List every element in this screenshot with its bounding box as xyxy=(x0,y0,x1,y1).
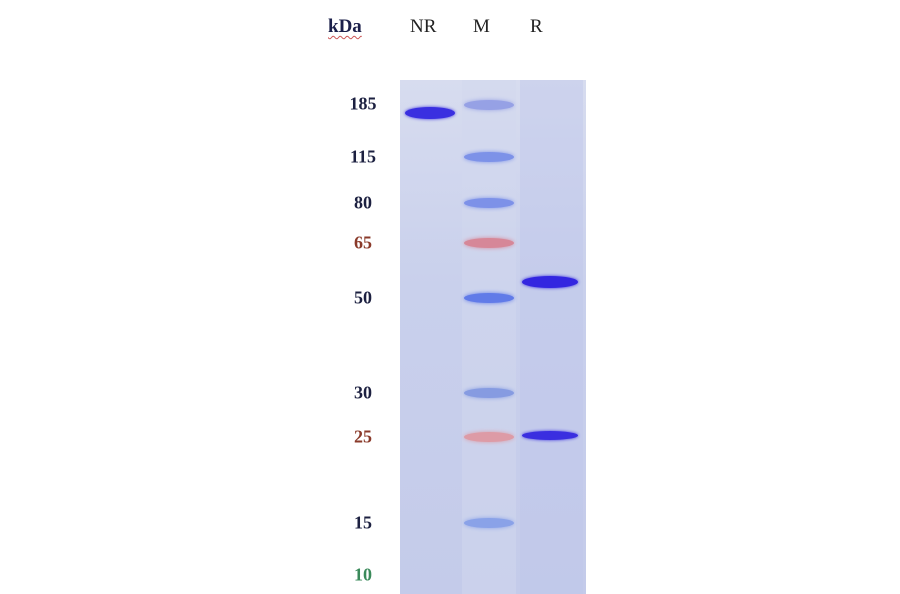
mw-label-115: 115 xyxy=(349,146,376,167)
marker-band-15 xyxy=(464,518,514,528)
sample-band-r-25 xyxy=(522,431,578,440)
marker-band-115 xyxy=(464,152,514,162)
sample-band-r-54 xyxy=(522,275,578,288)
marker-band-185 xyxy=(464,100,514,110)
mw-label-25: 25 xyxy=(354,426,372,447)
mw-label-50: 50 xyxy=(354,287,372,308)
mw-label-10: 10 xyxy=(354,564,372,585)
mw-label-65: 65 xyxy=(354,232,372,253)
lane-r xyxy=(520,80,583,594)
marker-band-65 xyxy=(464,238,514,248)
marker-band-25 xyxy=(464,432,514,442)
marker-band-30 xyxy=(464,388,514,398)
lane-marker xyxy=(462,80,516,594)
mw-label-30: 30 xyxy=(354,382,372,403)
mw-label-80: 80 xyxy=(354,192,372,213)
gel-image xyxy=(400,80,586,594)
marker-band-50 xyxy=(464,293,514,303)
sample-band-nr-170 xyxy=(405,107,455,120)
lane-label-nr: NR xyxy=(410,16,437,37)
lane-nr xyxy=(403,80,457,594)
marker-band-80 xyxy=(464,198,514,208)
lane-label-r: R xyxy=(530,16,543,37)
unit-label: kDa xyxy=(328,16,362,37)
mw-label-15: 15 xyxy=(354,512,372,533)
lane-label-m: M xyxy=(473,16,490,37)
mw-label-185: 185 xyxy=(349,93,377,114)
